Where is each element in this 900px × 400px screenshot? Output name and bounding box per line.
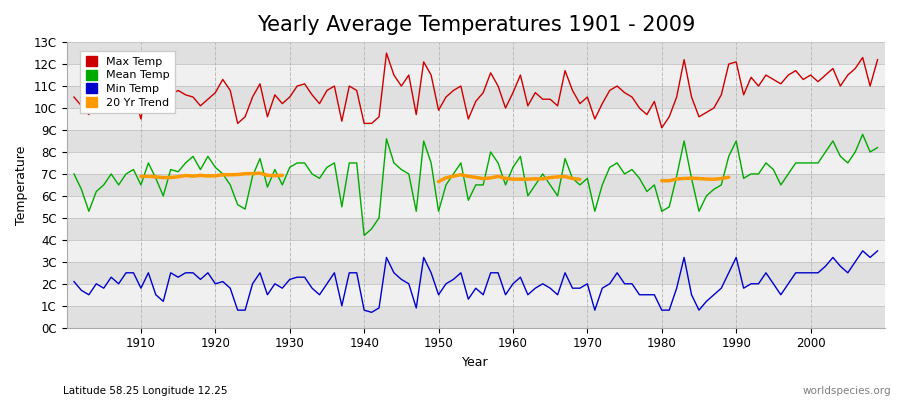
Bar [67,306,885,328]
Bar [67,64,885,86]
Bar [67,174,885,196]
Bar [67,130,885,152]
Title: Yearly Average Temperatures 1901 - 2009: Yearly Average Temperatures 1901 - 2009 [256,15,695,35]
Bar [67,42,885,64]
Text: worldspecies.org: worldspecies.org [803,386,891,396]
Bar [67,196,885,218]
X-axis label: Year: Year [463,356,489,369]
Bar [67,262,885,284]
Bar [67,218,885,240]
Legend: Max Temp, Mean Temp, Min Temp, 20 Yr Trend: Max Temp, Mean Temp, Min Temp, 20 Yr Tre… [80,50,175,113]
Bar [67,284,885,306]
Bar [67,240,885,262]
Bar [67,108,885,130]
Bar [67,152,885,174]
Bar [67,86,885,108]
Text: Latitude 58.25 Longitude 12.25: Latitude 58.25 Longitude 12.25 [63,386,228,396]
Y-axis label: Temperature: Temperature [15,145,28,225]
